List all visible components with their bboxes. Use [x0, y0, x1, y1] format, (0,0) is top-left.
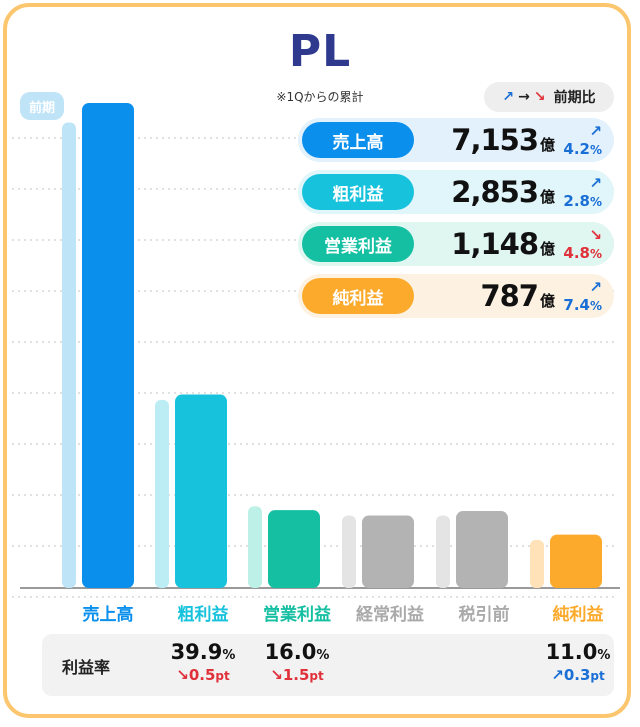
bar-current-2: [268, 510, 320, 588]
bar-prev-0: [62, 122, 76, 589]
kpi-change: ↗ 4.2%: [563, 122, 602, 158]
kpi-unit: 億: [540, 292, 556, 310]
margin-item: 11.0% ↗0.3pt: [523, 640, 633, 684]
bar-current-5: [550, 534, 602, 588]
kpi-value: 787: [480, 279, 539, 313]
kpi-value: 1,148: [451, 227, 539, 261]
up-arrow-icon: ↗: [502, 89, 515, 105]
down-arrow-icon: ↘: [270, 666, 283, 684]
up-arrow-icon: ↗: [589, 122, 602, 140]
bar-prev-3: [342, 515, 356, 588]
category-label: 営業利益: [263, 605, 331, 625]
up-arrow-icon: ↗: [589, 174, 602, 192]
category-label: 税引前: [458, 605, 510, 625]
margin-item: 16.0% ↘1.5pt: [242, 640, 352, 684]
margin-panel: 利益率 39.9% ↘0.5pt 16.0% ↘1.5pt 11.0% ↗0.3pt: [42, 634, 614, 696]
bar-current-4: [456, 511, 508, 588]
up-arrow-icon: ↗: [551, 666, 564, 684]
margin-change: ↗0.3pt: [551, 666, 605, 684]
kpi-unit: 億: [540, 240, 556, 258]
bar-current-0: [82, 103, 134, 588]
page-title: PL: [288, 26, 352, 77]
kpi-unit: 億: [540, 188, 556, 206]
change-legend: ↗ → ↘ 前期比: [484, 82, 614, 112]
bar-prev-2: [248, 506, 262, 588]
kpi-change: ↗ 7.4%: [563, 278, 602, 314]
bar-prev-5: [530, 539, 544, 588]
category-label: 純利益: [552, 605, 604, 625]
margin-change: ↘1.5pt: [270, 666, 324, 684]
kpi-change: ↗ 2.8%: [563, 174, 602, 210]
down-arrow-icon: ↘: [589, 226, 602, 244]
margin-value: 39.9%: [170, 640, 236, 664]
kpi-change: ↘ 4.8%: [563, 226, 602, 262]
right-arrow-icon: →: [518, 89, 530, 105]
kpi-value: 7,153: [451, 123, 539, 157]
kpi-label: 売上高: [302, 122, 414, 158]
bar-prev-4: [436, 515, 450, 588]
bar-current-3: [362, 515, 414, 588]
prev-period-badge: 前期: [20, 92, 64, 120]
down-arrow-icon: ↘: [533, 89, 546, 105]
kpi-label: 粗利益: [302, 174, 414, 210]
margin-title: 利益率: [62, 658, 111, 677]
page-subtitle: ※1Qからの累計: [276, 90, 364, 104]
kpi-row: 粗利益 2,853 億 ↗ 2.8%: [298, 170, 614, 214]
margin-value: 16.0%: [264, 640, 330, 664]
bar-current-1: [175, 394, 227, 588]
bar-prev-1: [155, 399, 169, 588]
kpi-label: 純利益: [302, 278, 414, 314]
margin-item: 39.9% ↘0.5pt: [148, 640, 258, 684]
kpi-label: 営業利益: [302, 226, 414, 262]
margin-value: 11.0%: [545, 640, 611, 664]
kpi-unit: 億: [540, 136, 556, 154]
kpi-row: 売上高 7,153 億 ↗ 4.2%: [298, 118, 614, 162]
category-label: 粗利益: [177, 605, 229, 625]
category-label: 売上高: [82, 605, 134, 625]
up-arrow-icon: ↗: [589, 278, 602, 296]
kpi-row: 純利益 787 億 ↗ 7.4%: [298, 274, 614, 318]
margin-change: ↘0.5pt: [176, 666, 230, 684]
legend-label: 前期比: [553, 90, 596, 106]
kpi-row: 営業利益 1,148 億 ↘ 4.8%: [298, 222, 614, 266]
kpi-value: 2,853: [451, 175, 539, 209]
category-label: 経常利益: [356, 605, 424, 625]
down-arrow-icon: ↘: [176, 666, 189, 684]
